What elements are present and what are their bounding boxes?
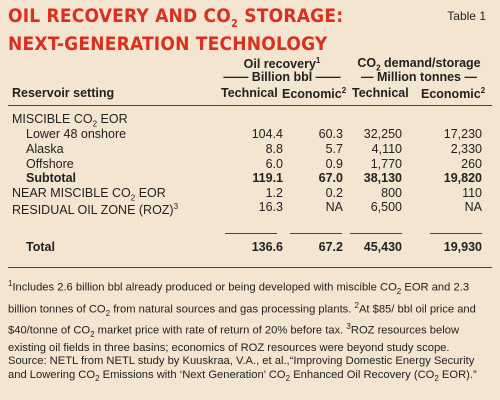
table-number: Table 1 (447, 9, 486, 23)
economic-header-oil: Economic2 (282, 86, 347, 102)
total-cell: 136.6 (251, 240, 283, 254)
table-cell: 6,500 (370, 200, 402, 214)
table-cell: 800 (381, 186, 402, 200)
table-cell: 119.1 (252, 171, 283, 185)
total-cell: 45,430 (363, 240, 402, 254)
table-cell: 5.7 (325, 142, 343, 156)
table-cell: 0.2 (325, 186, 343, 200)
title-line-2: NEXT-GENERATION TECHNOLOGY (8, 32, 328, 55)
table-cell: 0.9 (325, 157, 343, 171)
header-rule (8, 105, 492, 106)
table-row: Offshore 6.0 0.9 1,770 260 (0, 157, 500, 171)
oil-recovery-header: Oil recovery1 (243, 56, 321, 72)
table-row: RESIDUAL OIL ZONE (ROZ)3 16.3 NA 6,500 NA (0, 200, 500, 218)
table-cell: NA (325, 200, 343, 214)
table-row: Subtotal 119.1 67.0 38,130 19,820 (0, 171, 500, 185)
row-label: Lower 48 onshore (26, 127, 127, 141)
row-label: Alaska (26, 142, 64, 156)
table-cell: 16.3 (258, 200, 283, 214)
row-label: MISCIBLE CO2 EOR (12, 112, 128, 129)
table-row: Lower 48 onshore 104.4 60.3 32,250 17,230 (0, 127, 500, 141)
title-line-1: OIL RECOVERY AND CO2 STORAGE: (8, 5, 344, 30)
table-cell: NA (464, 200, 482, 214)
table-cell: 17,230 (443, 127, 482, 141)
row-label: NEAR MISCIBLE CO2 EOR (12, 186, 166, 203)
oil-units-header: —— Billion bbl —— (223, 70, 341, 84)
table-cell: 8.8 (265, 142, 283, 156)
source-text: Source: NETL from NETL study by Kuuskraa… (8, 355, 477, 384)
technical-header-co2: Technical (352, 86, 409, 100)
technical-header-oil: Technical (221, 86, 278, 100)
table-cell: 6.0 (265, 157, 283, 171)
row-label: Subtotal (26, 171, 76, 185)
total-label: Total (26, 240, 55, 254)
table-cell: 60.3 (318, 127, 343, 141)
table-row: Alaska 8.8 5.7 4,110 2,330 (0, 142, 500, 156)
row-label: RESIDUAL OIL ZONE (ROZ)3 (12, 202, 179, 218)
table-cell: 1,770 (370, 157, 402, 171)
table-cell: 4,110 (371, 142, 402, 156)
reservoir-setting-header: Reservoir setting (12, 86, 115, 100)
total-dash (225, 233, 277, 234)
economic-header-co2: Economic2 (421, 86, 486, 102)
table-cell: 260 (461, 157, 482, 171)
table-cell: 67.0 (318, 171, 343, 185)
footnote-text: 1Includes 2.6 billion bbl already produc… (8, 279, 476, 354)
total-dash (290, 233, 342, 234)
table-title: OIL RECOVERY AND CO2 STORAGE: NEXT-GENER… (8, 6, 343, 55)
total-cell: 19,930 (443, 240, 482, 254)
table-cell: 38,130 (363, 171, 402, 185)
total-row: Total 136.6 67.2 45,430 19,930 (0, 240, 500, 254)
footnotes: 1Includes 2.6 billion bbl already produc… (8, 277, 494, 386)
table-cell: 1.2 (265, 186, 283, 200)
table-cell: 110 (462, 186, 482, 200)
table-cell: 2,330 (450, 142, 482, 156)
row-label: Offshore (26, 157, 74, 171)
table-row: MISCIBLE CO2 EOR (0, 112, 500, 129)
co2-units-header: — Million tonnes — (361, 70, 477, 84)
co2-header: CO2 demand/storage (357, 56, 481, 73)
table-cell: 19,820 (443, 171, 482, 185)
table-cell: 104.4 (251, 127, 283, 141)
table-cell: 32,250 (363, 127, 402, 141)
table-row: NEAR MISCIBLE CO2 EOR 1.2 0.2 800 110 (0, 186, 500, 203)
footer-rule (8, 267, 492, 268)
total-dash (350, 233, 402, 234)
total-dash (430, 233, 482, 234)
total-cell: 67.2 (318, 240, 343, 254)
